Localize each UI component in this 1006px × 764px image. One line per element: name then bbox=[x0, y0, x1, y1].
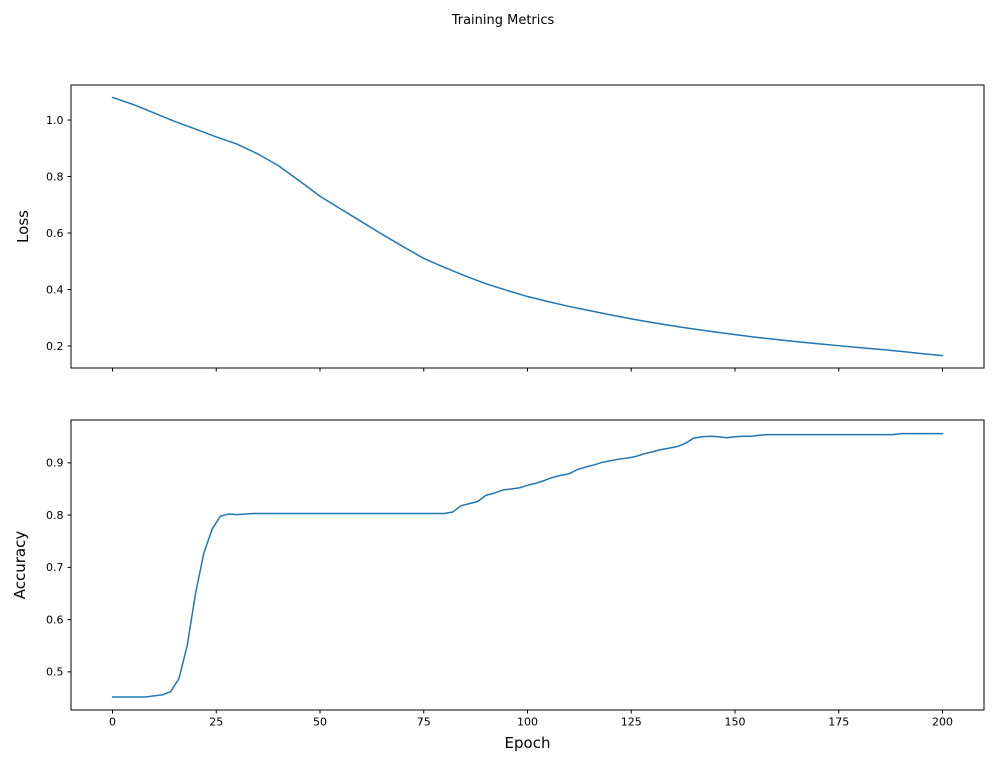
accuracy-plot-border bbox=[70, 419, 985, 711]
y-tick-label: 0.8 bbox=[46, 170, 64, 183]
accuracy-y-axis-label: Accuracy bbox=[11, 531, 29, 600]
y-tick-label: 0.4 bbox=[46, 283, 64, 296]
x-tick-label: 150 bbox=[725, 716, 746, 729]
x-tick-label: 100 bbox=[517, 716, 538, 729]
figure-title: Training Metrics bbox=[451, 13, 555, 28]
y-tick-label: 0.7 bbox=[46, 561, 64, 574]
accuracy-line bbox=[111, 432, 944, 698]
y-tick-label: 1.0 bbox=[46, 114, 64, 127]
x-tick-label: 25 bbox=[209, 716, 223, 729]
loss-subplot: 0.2 0.4 0.6 0.8 1.0 Loss bbox=[14, 84, 985, 372]
x-axis-label: Epoch bbox=[505, 734, 551, 752]
x-tick-label: 75 bbox=[417, 716, 431, 729]
loss-plot-border bbox=[70, 84, 985, 369]
x-tick-label: 0 bbox=[109, 716, 116, 729]
loss-y-axis-label: Loss bbox=[14, 210, 32, 243]
x-tick-label: 200 bbox=[932, 716, 953, 729]
y-tick-label: 0.8 bbox=[46, 509, 64, 522]
y-tick-label: 0.2 bbox=[46, 340, 64, 353]
x-tick-label: 175 bbox=[828, 716, 849, 729]
y-tick-label: 0.6 bbox=[46, 227, 64, 240]
y-tick-label: 0.9 bbox=[46, 457, 64, 470]
accuracy-subplot: 0 25 50 75 100 125 150 175 200 0.5 0.6 0.7 0.8 0.9 Acc… bbox=[11, 419, 985, 752]
y-tick-label: 0.6 bbox=[46, 613, 64, 626]
x-tick-label: 125 bbox=[621, 716, 642, 729]
loss-line bbox=[111, 96, 944, 357]
x-tick-label: 50 bbox=[313, 716, 327, 729]
y-tick-label: 0.5 bbox=[46, 666, 64, 679]
